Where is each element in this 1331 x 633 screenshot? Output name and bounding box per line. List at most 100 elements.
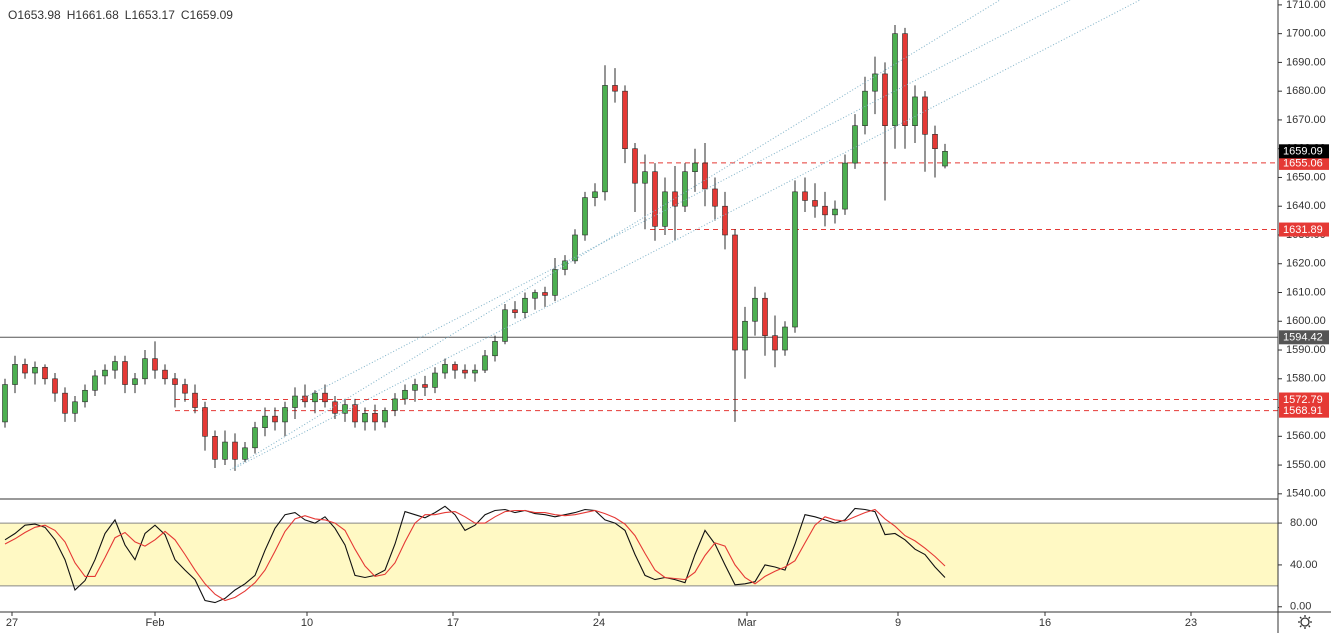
candle-body	[412, 384, 418, 391]
last-price-tag	[1279, 144, 1329, 159]
x-tick-label: 27	[6, 617, 18, 629]
candle-body	[432, 372, 438, 388]
candle-body	[492, 341, 498, 357]
candle-body	[832, 208, 838, 216]
x-tick-label: 17	[447, 617, 459, 629]
candle-body	[262, 415, 268, 428]
candle-body	[532, 292, 538, 299]
candle-body	[442, 364, 448, 374]
candle-body	[452, 364, 458, 371]
price-level-label: 1594.42	[1283, 332, 1323, 344]
candle-body	[42, 366, 48, 380]
candle-body	[882, 73, 888, 126]
candle-body	[362, 412, 368, 423]
candle-body	[232, 441, 238, 460]
candle-body	[792, 191, 798, 328]
candle-body	[512, 309, 518, 313]
candle-body	[322, 392, 328, 403]
settings-icon[interactable]	[1298, 615, 1312, 629]
candle-body	[272, 415, 278, 423]
candle-body	[872, 73, 878, 92]
candle-body	[622, 90, 628, 149]
candle-body	[472, 369, 478, 374]
candle-body	[242, 447, 248, 460]
price-level-tag	[1279, 155, 1329, 170]
candle-body	[602, 85, 608, 193]
candle-body	[92, 375, 98, 391]
candle-body	[112, 361, 118, 371]
candle-body	[632, 148, 638, 184]
x-tick-label: 10	[301, 617, 313, 629]
x-tick-label: 24	[593, 617, 605, 629]
y-tick-label: 1590.00	[1286, 344, 1326, 356]
candle-body	[662, 191, 668, 227]
channel-line	[234, 0, 1141, 469]
candle-body	[572, 234, 578, 262]
price-level-tag	[1279, 330, 1329, 345]
candle-body	[72, 401, 78, 414]
candle-body	[312, 392, 318, 403]
ohlc-header: O1653.98 H1661.68 L1653.17 C1659.09	[8, 8, 233, 22]
candle-body	[62, 392, 68, 414]
y-tick-label: 1580.00	[1286, 373, 1326, 385]
price-level-tag	[1279, 403, 1329, 418]
candle-body	[612, 85, 618, 92]
y-tick-label: 1650.00	[1286, 171, 1326, 183]
y-tick-label: 1610.00	[1286, 286, 1326, 298]
candle-body	[202, 407, 208, 437]
x-tick-label: 9	[895, 617, 901, 629]
candle-body	[422, 384, 428, 388]
candle-body	[562, 260, 568, 270]
candle-body	[742, 320, 748, 351]
candle-body	[822, 205, 828, 216]
candle-body	[902, 33, 908, 126]
candle-body	[762, 297, 768, 336]
candle-body	[12, 364, 18, 385]
candle-body	[682, 171, 688, 207]
candle-body	[102, 369, 108, 377]
y-tick-label: 1540.00	[1286, 488, 1326, 500]
y-tick-label: 1700.00	[1286, 28, 1326, 40]
candle-body	[842, 162, 848, 210]
y-tick-label: 1620.00	[1286, 258, 1326, 270]
candle-body	[192, 392, 198, 408]
candle-body	[172, 378, 178, 385]
candle-body	[22, 364, 28, 374]
candle-body	[722, 205, 728, 236]
candle-body	[402, 389, 408, 400]
price-level-label: 1655.06	[1283, 157, 1323, 169]
candle-body	[122, 361, 128, 385]
price-level-label: 1568.91	[1283, 405, 1323, 417]
candle-body	[292, 395, 298, 408]
candle-body	[862, 90, 868, 126]
y-tick-label: 1680.00	[1286, 85, 1326, 97]
candle-body	[642, 171, 648, 184]
y-tick-label: 40.00	[1290, 559, 1318, 571]
price-level-label: 1631.89	[1283, 224, 1323, 236]
candle-body	[32, 366, 38, 374]
candle-body	[182, 384, 188, 394]
candle-body	[342, 404, 348, 414]
candle-body	[802, 191, 808, 201]
price-level-label: 1572.79	[1283, 394, 1323, 406]
candle-body	[922, 96, 928, 135]
candle-body	[772, 335, 778, 351]
candle-body	[502, 309, 508, 342]
candle-body	[2, 384, 8, 423]
y-tick-label: 80.00	[1290, 517, 1318, 529]
stoch-band	[0, 523, 1278, 586]
candle-body	[932, 134, 938, 149]
candle-body	[212, 436, 218, 460]
channel-line	[229, 0, 1001, 471]
candle-body	[82, 389, 88, 403]
candle-body	[672, 191, 678, 207]
price-level-tag	[1279, 222, 1329, 237]
x-tick-label: 16	[1039, 617, 1051, 629]
y-tick-label: 1710.00	[1286, 0, 1326, 11]
stoch-line	[4, 505, 946, 604]
channel-line	[299, 0, 1071, 401]
candle-body	[372, 412, 378, 423]
candle-body	[282, 407, 288, 423]
